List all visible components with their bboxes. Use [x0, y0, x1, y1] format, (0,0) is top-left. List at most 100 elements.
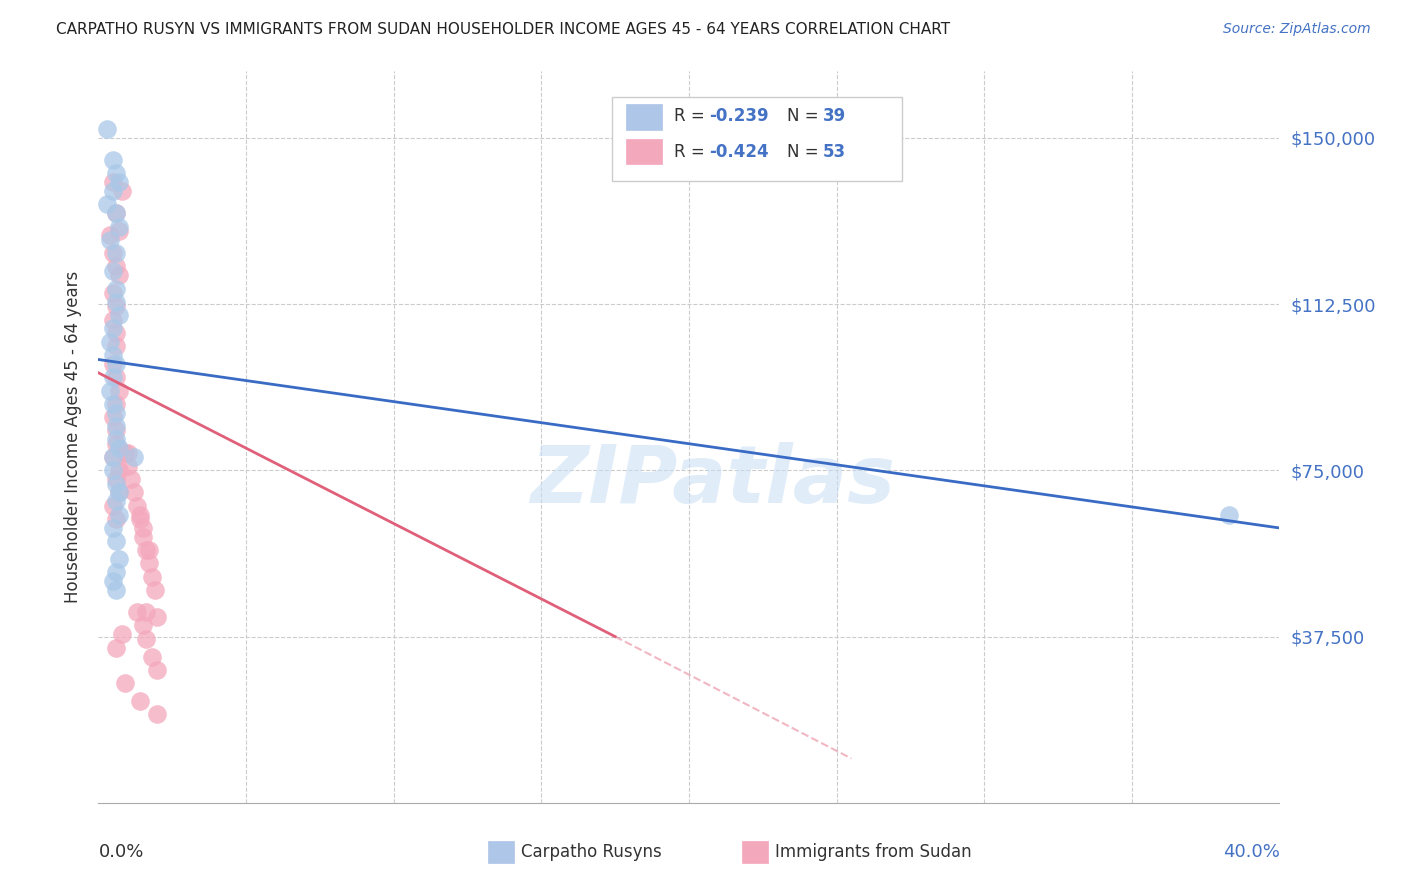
Point	[108, 384, 131, 398]
Point	[105, 424, 128, 438]
Point	[105, 534, 128, 549]
Text: -0.424: -0.424	[709, 143, 769, 161]
Point	[111, 627, 134, 641]
Point	[135, 605, 157, 619]
Point	[105, 299, 128, 313]
Point	[141, 649, 163, 664]
Text: 0.0%: 0.0%	[98, 843, 143, 861]
Point	[98, 334, 121, 349]
Point	[105, 419, 128, 434]
Point	[105, 294, 128, 309]
Point	[105, 246, 128, 260]
Point	[103, 285, 125, 300]
Point	[103, 574, 125, 589]
Point	[108, 268, 131, 283]
Point	[105, 282, 128, 296]
Point	[105, 166, 128, 180]
Text: Source: ZipAtlas.com: Source: ZipAtlas.com	[1223, 22, 1371, 37]
Point	[132, 521, 155, 535]
Point	[103, 450, 125, 464]
Point	[105, 566, 128, 580]
Point	[103, 450, 125, 464]
Point	[105, 357, 128, 371]
Point	[108, 485, 131, 500]
Point	[103, 321, 125, 335]
Text: Carpatho Rusyns: Carpatho Rusyns	[522, 843, 662, 861]
Point	[105, 260, 128, 274]
Point	[128, 512, 150, 526]
Text: -0.239: -0.239	[709, 107, 769, 125]
Text: Immigrants from Sudan: Immigrants from Sudan	[775, 843, 972, 861]
FancyBboxPatch shape	[742, 841, 768, 863]
Point	[105, 472, 128, 486]
Point	[103, 463, 125, 477]
Text: R =: R =	[673, 143, 710, 161]
Point	[98, 384, 121, 398]
Text: ZIPatlas: ZIPatlas	[530, 442, 896, 520]
Point	[111, 184, 134, 198]
Point	[132, 530, 155, 544]
Point	[103, 175, 125, 189]
Point	[117, 458, 139, 473]
Text: N =: N =	[787, 143, 824, 161]
Y-axis label: Householder Income Ages 45 - 64 years: Householder Income Ages 45 - 64 years	[65, 271, 83, 603]
Point	[105, 436, 128, 450]
Point	[125, 499, 148, 513]
Point	[103, 370, 125, 384]
Point	[120, 472, 142, 486]
Point	[1218, 508, 1240, 522]
Point	[114, 445, 136, 459]
Point	[146, 609, 169, 624]
Point	[105, 512, 128, 526]
Point	[105, 494, 128, 508]
Point	[103, 184, 125, 198]
Point	[146, 663, 169, 677]
Point	[108, 463, 131, 477]
Point	[105, 397, 128, 411]
Point	[108, 508, 131, 522]
Point	[105, 206, 128, 220]
Point	[108, 485, 131, 500]
Text: R =: R =	[673, 107, 710, 125]
FancyBboxPatch shape	[612, 97, 901, 181]
Point	[103, 246, 125, 260]
Point	[143, 582, 166, 597]
Point	[114, 676, 136, 690]
Point	[125, 605, 148, 619]
Point	[105, 582, 128, 597]
Point	[135, 543, 157, 558]
Point	[138, 543, 160, 558]
Point	[146, 707, 169, 722]
FancyBboxPatch shape	[626, 138, 662, 164]
Text: N =: N =	[787, 107, 824, 125]
Point	[108, 224, 131, 238]
Point	[105, 206, 128, 220]
Point	[108, 219, 131, 234]
Point	[105, 339, 128, 353]
Point	[138, 557, 160, 571]
Point	[105, 476, 128, 491]
Point	[108, 441, 131, 455]
Point	[103, 357, 125, 371]
Text: 39: 39	[823, 107, 845, 125]
Point	[103, 521, 125, 535]
Point	[96, 122, 118, 136]
Point	[105, 370, 128, 384]
Point	[117, 445, 139, 459]
Point	[105, 406, 128, 420]
Point	[135, 632, 157, 646]
FancyBboxPatch shape	[626, 104, 662, 130]
Point	[103, 410, 125, 425]
Point	[108, 308, 131, 322]
Point	[103, 153, 125, 167]
Point	[96, 197, 118, 211]
Point	[103, 397, 125, 411]
Point	[108, 175, 131, 189]
Text: 53: 53	[823, 143, 845, 161]
Text: CARPATHO RUSYN VS IMMIGRANTS FROM SUDAN HOUSEHOLDER INCOME AGES 45 - 64 YEARS CO: CARPATHO RUSYN VS IMMIGRANTS FROM SUDAN …	[56, 22, 950, 37]
Point	[105, 432, 128, 446]
Point	[98, 233, 121, 247]
Point	[103, 312, 125, 326]
Point	[103, 348, 125, 362]
Point	[105, 326, 128, 340]
